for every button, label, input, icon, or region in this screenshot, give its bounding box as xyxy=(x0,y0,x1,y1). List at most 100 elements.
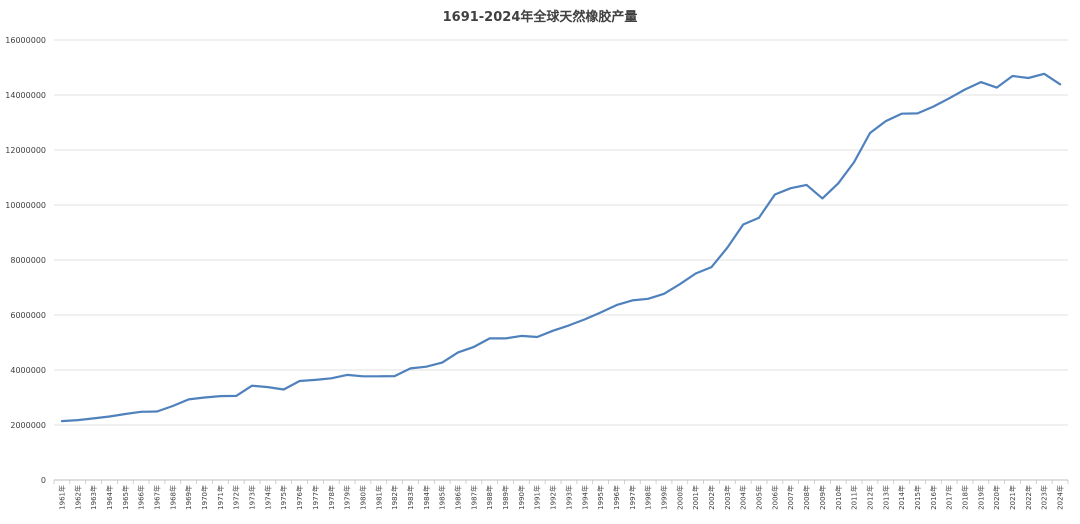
x-tick-label: 2011年 xyxy=(850,485,859,510)
x-tick-label: 2002年 xyxy=(707,485,716,510)
data-point xyxy=(901,113,903,115)
x-tick-label: 1971年 xyxy=(216,485,225,510)
data-point xyxy=(1027,77,1029,79)
chart-title: 1691-2024年全球天然橡胶产量 xyxy=(443,9,638,25)
data-point xyxy=(314,379,316,381)
x-tick-label: 1974年 xyxy=(263,485,272,510)
data-point xyxy=(1043,73,1045,75)
x-tick-label: 1997年 xyxy=(628,485,637,510)
x-tick-label: 1981年 xyxy=(374,485,383,510)
x-tick-label: 1982年 xyxy=(390,485,399,510)
data-point xyxy=(552,330,554,332)
data-point xyxy=(235,395,237,397)
data-point xyxy=(188,398,190,400)
data-point xyxy=(837,182,839,184)
y-tick-label: 14000000 xyxy=(5,91,46,100)
x-axis-ticks: 1961年 1962年 1963年 1964年 1965年 1966年 1967年 1968年… xyxy=(53,480,1069,510)
data-point xyxy=(93,417,95,419)
data-point xyxy=(219,395,221,397)
x-tick-label: 2008年 xyxy=(802,485,811,510)
data-point xyxy=(156,410,158,413)
data-point xyxy=(853,161,855,163)
data-point xyxy=(61,420,63,422)
x-tick-label: 1966年 xyxy=(137,485,146,510)
data-point xyxy=(124,413,126,415)
x-tick-label: 1990年 xyxy=(517,485,526,510)
x-tick-label: 1988年 xyxy=(485,485,494,510)
x-tick-label: 2003年 xyxy=(723,485,732,510)
x-tick-label: 2022年 xyxy=(1024,485,1033,510)
x-tick-label: 1961年 xyxy=(57,485,66,510)
x-tick-label: 2005年 xyxy=(755,485,764,510)
data-point xyxy=(346,374,348,376)
x-tick-label: 2023年 xyxy=(1040,485,1049,510)
y-tick-label: 6000000 xyxy=(10,311,46,320)
data-point xyxy=(172,405,174,407)
x-tick-label: 2004年 xyxy=(739,485,748,510)
data-point xyxy=(932,106,934,108)
x-tick-label: 1984年 xyxy=(422,485,431,510)
x-tick-label: 1983年 xyxy=(406,485,415,510)
x-tick-label: 1977年 xyxy=(311,485,320,510)
x-tick-label: 2000年 xyxy=(675,485,684,510)
data-point xyxy=(457,351,459,353)
series-line xyxy=(60,72,1062,423)
y-tick-label: 0 xyxy=(41,476,46,485)
data-point xyxy=(409,367,412,369)
x-tick-label: 1967年 xyxy=(152,485,161,510)
data-point xyxy=(774,193,776,196)
x-tick-label: 2019年 xyxy=(976,485,985,510)
data-point xyxy=(299,380,301,382)
x-tick-label: 1980年 xyxy=(358,485,367,510)
y-tick-label: 2000000 xyxy=(10,421,46,430)
x-tick-label: 2020年 xyxy=(992,485,1001,510)
data-point xyxy=(425,366,427,368)
data-point xyxy=(584,318,586,320)
data-point xyxy=(885,120,887,122)
x-tick-label: 2010年 xyxy=(834,485,843,510)
x-tick-label: 1976年 xyxy=(295,485,304,510)
data-point xyxy=(821,197,824,199)
data-point xyxy=(615,304,618,306)
data-point xyxy=(504,337,507,339)
data-point xyxy=(806,184,808,186)
data-point xyxy=(869,132,871,134)
x-tick-label: 1973年 xyxy=(248,485,257,510)
x-tick-label: 2024年 xyxy=(1056,485,1065,510)
data-point xyxy=(378,375,380,377)
data-point xyxy=(283,388,285,391)
x-tick-label: 1972年 xyxy=(232,485,241,510)
x-tick-label: 1962年 xyxy=(73,485,82,510)
x-tick-label: 1975年 xyxy=(279,485,288,510)
x-tick-label: 2021年 xyxy=(1008,485,1017,510)
x-tick-label: 2009年 xyxy=(818,485,827,510)
data-point xyxy=(441,362,443,364)
x-tick-label: 1985年 xyxy=(438,485,447,510)
data-point xyxy=(203,396,206,399)
data-point xyxy=(267,386,269,388)
x-tick-label: 2001年 xyxy=(691,485,700,510)
y-tick-label: 16000000 xyxy=(5,36,46,45)
data-point xyxy=(758,217,760,219)
x-tick-label: 1989年 xyxy=(501,485,510,510)
y-axis-ticks: 0 2000000 4000000 6000000 8000000 10000000 120… xyxy=(5,36,46,485)
data-point xyxy=(108,415,111,418)
x-tick-label: 2006年 xyxy=(770,485,779,510)
data-point xyxy=(631,299,633,301)
data-point xyxy=(330,377,332,379)
data-point xyxy=(948,97,950,99)
x-tick-label: 1994年 xyxy=(580,485,589,510)
x-tick-label: 2017年 xyxy=(945,485,954,510)
data-point xyxy=(568,324,570,326)
x-tick-label: 1979年 xyxy=(343,485,352,510)
y-tick-label: 12000000 xyxy=(5,146,46,155)
data-point xyxy=(679,283,681,285)
x-tick-label: 2007年 xyxy=(786,485,795,510)
data-point xyxy=(473,346,475,348)
data-point xyxy=(695,272,697,275)
x-tick-label: 2016年 xyxy=(929,485,938,510)
data-point xyxy=(520,335,523,337)
x-tick-label: 1991年 xyxy=(533,485,542,510)
x-tick-label: 1963年 xyxy=(89,485,98,510)
